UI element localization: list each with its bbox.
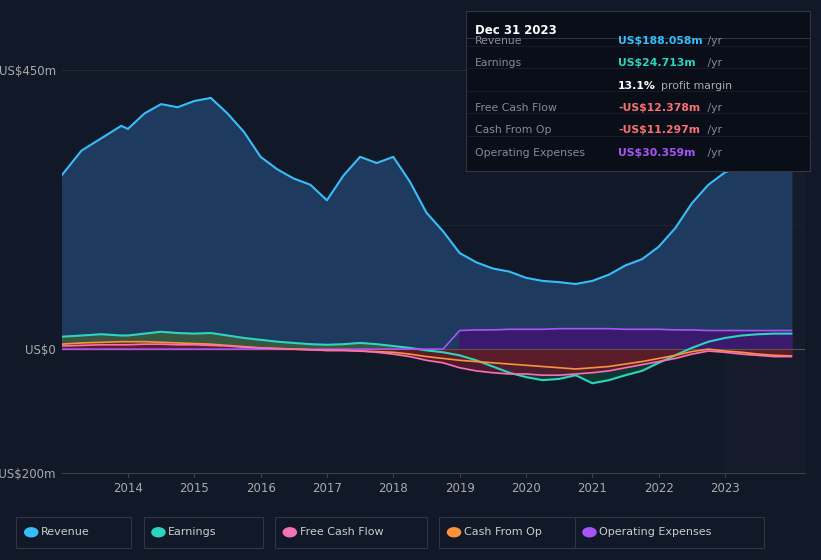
Text: /yr: /yr [704,58,722,68]
Text: Earnings: Earnings [168,528,217,537]
Text: Dec 31 2023: Dec 31 2023 [475,24,557,37]
Text: /yr: /yr [704,103,722,113]
Text: profit margin: profit margin [661,81,732,91]
Text: Earnings: Earnings [475,58,521,68]
Text: Revenue: Revenue [41,528,89,537]
Text: Cash From Op: Cash From Op [475,125,551,136]
Text: /yr: /yr [704,125,722,136]
Text: Free Cash Flow: Free Cash Flow [475,103,557,113]
Text: Operating Expenses: Operating Expenses [475,148,585,158]
Text: -US$11.297m: -US$11.297m [618,125,700,136]
Bar [725,70,805,473]
Text: Operating Expenses: Operating Expenses [599,528,712,537]
Text: Revenue: Revenue [475,36,522,46]
Text: /yr: /yr [704,148,722,158]
Text: -US$12.378m: -US$12.378m [618,103,700,113]
Text: Cash From Op: Cash From Op [464,528,542,537]
Text: /yr: /yr [704,36,722,46]
Text: Free Cash Flow: Free Cash Flow [300,528,383,537]
Text: US$24.713m: US$24.713m [618,58,696,68]
Text: US$30.359m: US$30.359m [618,148,695,158]
Text: US$188.058m: US$188.058m [618,36,703,46]
Text: 13.1%: 13.1% [618,81,656,91]
